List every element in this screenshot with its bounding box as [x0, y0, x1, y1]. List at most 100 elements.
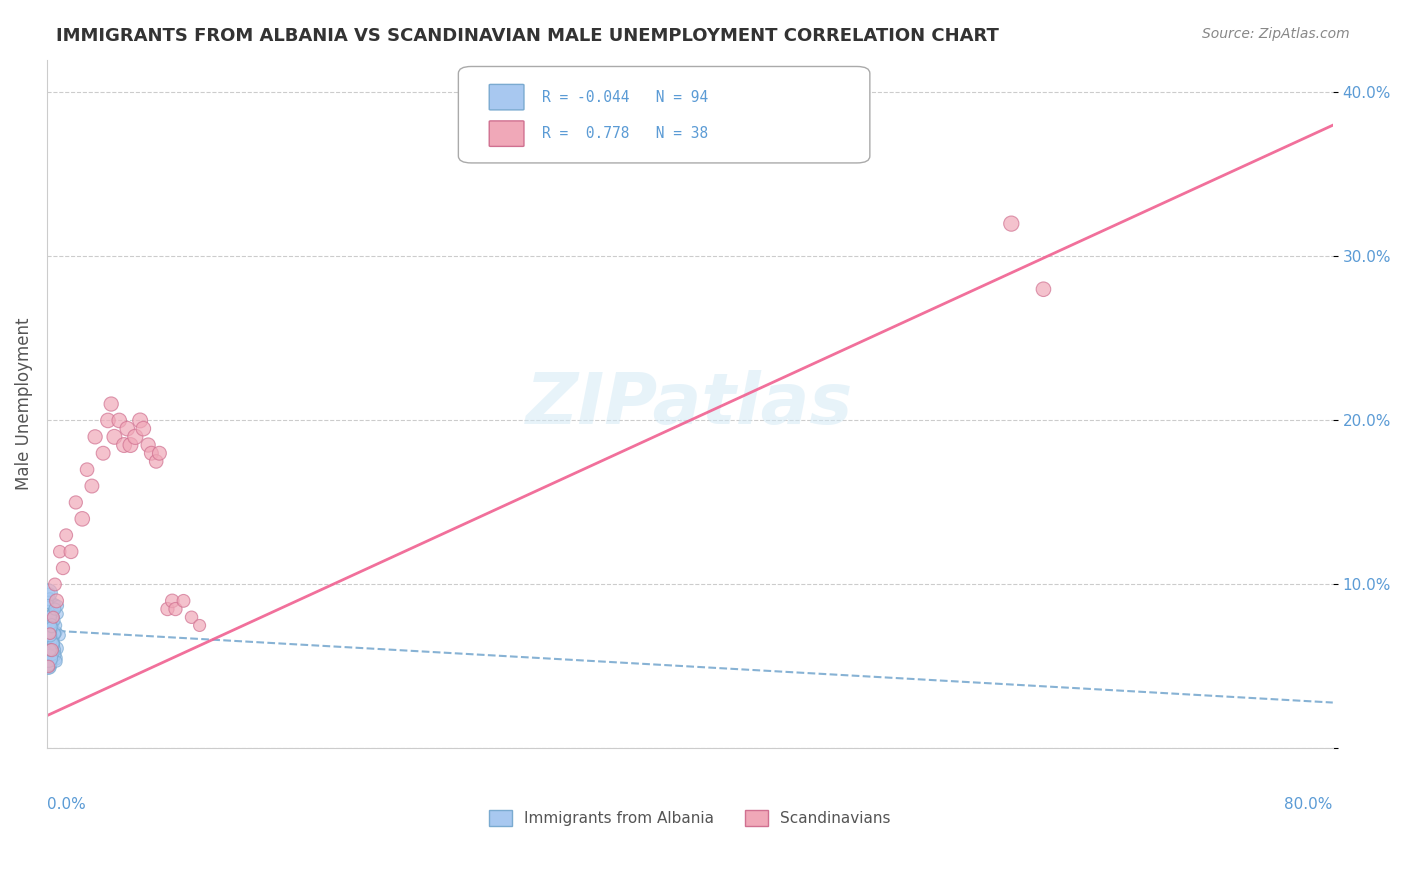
Point — [37, 646, 59, 660]
Point — [44, 626, 66, 640]
Point — [37, 594, 59, 608]
Point — [129, 413, 152, 427]
Point — [45, 625, 67, 640]
Point — [1032, 282, 1054, 296]
Point — [39, 648, 62, 662]
Point — [37, 646, 59, 660]
Point — [42, 602, 65, 616]
Text: Source: ZipAtlas.com: Source: ZipAtlas.com — [1202, 27, 1350, 41]
Point — [44, 651, 66, 665]
Point — [44, 626, 66, 640]
Point — [41, 638, 63, 652]
Point — [100, 397, 122, 411]
Point — [39, 622, 62, 636]
Point — [37, 585, 59, 599]
Point — [120, 438, 142, 452]
Point — [39, 645, 62, 659]
Point — [44, 626, 66, 640]
Point — [42, 632, 65, 646]
Point — [37, 656, 59, 670]
Point — [44, 602, 66, 616]
Point — [37, 653, 59, 667]
Point — [42, 610, 65, 624]
Point — [80, 479, 103, 493]
Point — [91, 446, 114, 460]
Point — [41, 624, 63, 638]
Point — [45, 641, 67, 656]
Point — [39, 616, 62, 631]
Point — [39, 651, 62, 665]
Point — [41, 612, 63, 626]
Point — [37, 643, 59, 657]
Point — [156, 602, 179, 616]
Point — [39, 643, 62, 657]
Text: 0.0%: 0.0% — [46, 797, 86, 812]
Point — [132, 422, 155, 436]
Point — [39, 651, 62, 665]
FancyBboxPatch shape — [489, 85, 524, 110]
Point — [37, 651, 59, 665]
Point — [41, 616, 63, 631]
Point — [141, 446, 163, 460]
Point — [41, 610, 63, 624]
Point — [59, 544, 82, 558]
Point — [37, 649, 59, 664]
Point — [76, 463, 98, 477]
Point — [39, 626, 62, 640]
Point — [41, 646, 63, 660]
Point — [39, 622, 62, 636]
Point — [39, 608, 62, 623]
Point — [41, 635, 63, 649]
Point — [103, 430, 125, 444]
Point — [37, 597, 59, 611]
Point — [48, 628, 70, 642]
Point — [42, 648, 65, 662]
Point — [117, 422, 139, 436]
Point — [39, 585, 62, 599]
Point — [42, 633, 65, 648]
Point — [41, 618, 63, 632]
Point — [41, 640, 63, 654]
Point — [42, 616, 65, 631]
Point — [124, 430, 146, 444]
Point — [188, 618, 211, 632]
Point — [41, 635, 63, 649]
Point — [41, 630, 63, 644]
Point — [46, 599, 69, 613]
Point — [162, 594, 184, 608]
Point — [39, 618, 62, 632]
Point — [39, 640, 62, 654]
Point — [148, 446, 170, 460]
Point — [39, 645, 62, 659]
Text: 80.0%: 80.0% — [1285, 797, 1333, 812]
FancyBboxPatch shape — [489, 121, 524, 146]
Point — [44, 602, 66, 616]
Point — [41, 635, 63, 649]
Y-axis label: Male Unemployment: Male Unemployment — [15, 318, 32, 491]
Point — [45, 618, 67, 632]
Point — [42, 636, 65, 650]
Point — [39, 640, 62, 654]
Point — [44, 597, 66, 611]
Point — [42, 610, 65, 624]
Point — [39, 625, 62, 640]
Legend: Immigrants from Albania, Scandinavians: Immigrants from Albania, Scandinavians — [484, 805, 897, 832]
Point — [48, 544, 70, 558]
Point — [41, 643, 63, 657]
Point — [45, 655, 67, 669]
Point — [52, 561, 75, 575]
Point — [136, 438, 159, 452]
Point — [39, 610, 62, 624]
Point — [41, 614, 63, 628]
Point — [45, 594, 67, 608]
Point — [39, 610, 62, 624]
Point — [37, 655, 59, 669]
Point — [180, 610, 202, 624]
Point — [41, 645, 63, 659]
FancyBboxPatch shape — [458, 67, 870, 163]
Point — [37, 646, 59, 660]
Text: R = -0.044   N = 94: R = -0.044 N = 94 — [541, 90, 709, 105]
Point — [39, 643, 62, 657]
Point — [41, 635, 63, 649]
Point — [37, 656, 59, 670]
